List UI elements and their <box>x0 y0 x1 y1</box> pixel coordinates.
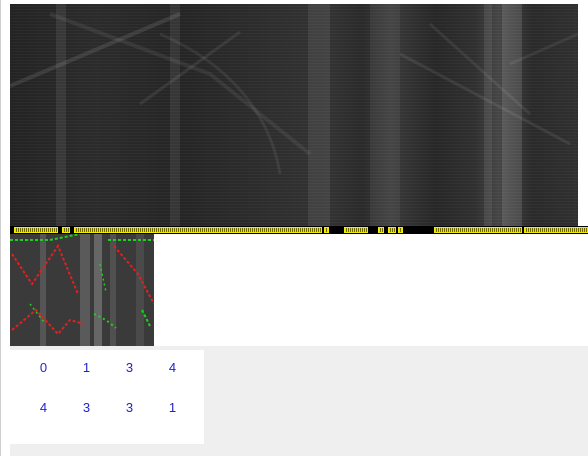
spectrogram-trails <box>10 12 578 175</box>
detection-track <box>10 226 588 234</box>
detection-segment[interactable] <box>434 227 522 233</box>
count-cell: 4 <box>39 400 48 415</box>
detection-segment[interactable] <box>398 227 403 233</box>
spectrogram-band <box>484 4 492 226</box>
count-cell: 3 <box>125 360 134 375</box>
detection-segment[interactable] <box>344 227 368 233</box>
detection-segment[interactable] <box>14 227 58 233</box>
count-cell: 1 <box>82 360 91 375</box>
count-cell: 4 <box>168 360 177 375</box>
spectrogram-view[interactable] <box>10 4 578 226</box>
count-cell: 3 <box>125 400 134 415</box>
detection-segment[interactable] <box>62 227 70 233</box>
detection-segment[interactable] <box>378 227 384 233</box>
thumbnail-plot <box>10 234 154 346</box>
detection-segment[interactable] <box>324 227 329 233</box>
detection-segment[interactable] <box>388 227 396 233</box>
detection-segment[interactable] <box>524 227 588 233</box>
spectrogram-thumbnail[interactable] <box>10 234 154 346</box>
spectrogram-band <box>56 4 66 226</box>
spectrogram-band <box>170 4 180 226</box>
count-cell: 1 <box>168 400 177 415</box>
spectrogram-band <box>308 4 330 226</box>
count-panel: 0 1 3 4 4 3 3 1 <box>10 350 204 444</box>
detection-segment[interactable] <box>74 227 322 233</box>
spectrogram-band <box>502 4 522 226</box>
left-border <box>0 0 1 456</box>
count-cell: 0 <box>39 360 48 375</box>
count-cell: 3 <box>82 400 91 415</box>
count-grid: 0 1 3 4 4 3 3 1 <box>22 360 194 416</box>
spectrogram-band <box>370 4 400 226</box>
